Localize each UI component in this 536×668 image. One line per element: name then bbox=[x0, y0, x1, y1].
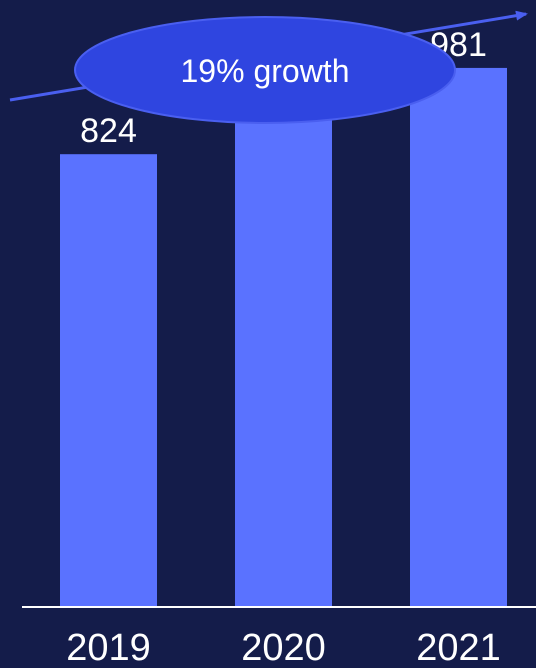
growth-annotation: 19% growth bbox=[9, 10, 528, 124]
x-tick-label-2019: 2019 bbox=[66, 627, 151, 668]
x-tick-label-2020: 2020 bbox=[241, 627, 326, 668]
bar-2021 bbox=[410, 67, 507, 608]
x-tick-labels-layer: 2019 2020 2021 bbox=[66, 627, 501, 668]
data-label-2019: 824 bbox=[80, 112, 137, 150]
bars-layer bbox=[60, 67, 507, 608]
bar-2019 bbox=[60, 154, 157, 607]
bar-2020 bbox=[235, 89, 332, 607]
annotation-text: 19% growth bbox=[181, 53, 350, 89]
annotation-bubble bbox=[74, 16, 456, 124]
x-tick-label-2021: 2021 bbox=[416, 627, 501, 668]
